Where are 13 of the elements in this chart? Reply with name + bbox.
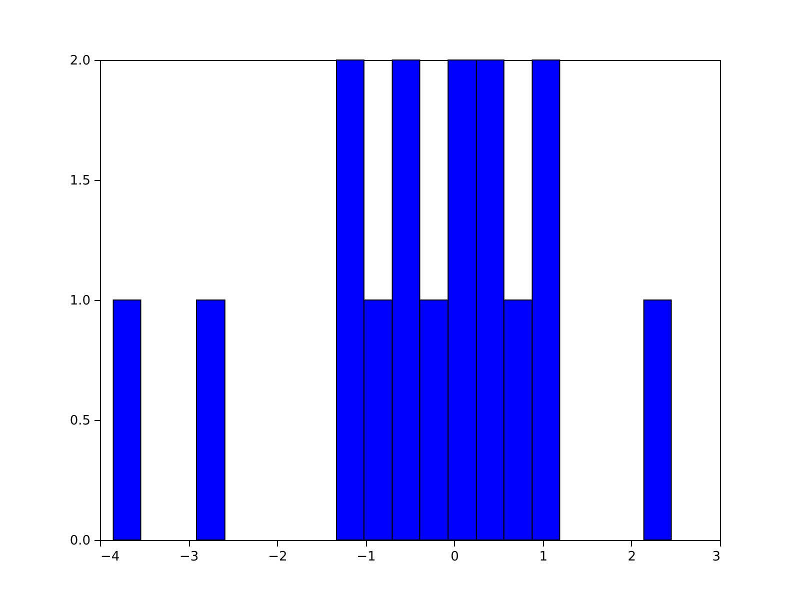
x-tick-label: −2: [268, 550, 288, 564]
y-tick-label: 2.0: [70, 54, 90, 68]
x-tick-label: −1: [356, 550, 376, 564]
x-tick-label: −3: [179, 550, 199, 564]
y-tick-label: 0.5: [70, 414, 90, 428]
y-tick-label: 1.5: [70, 174, 90, 188]
x-tick-label: 2: [628, 550, 636, 564]
x-tick-label: 1: [539, 550, 548, 564]
x-tick-label: 3: [712, 550, 720, 564]
y-tick-label: 1.0: [70, 294, 90, 308]
x-tick-label: −4: [100, 550, 120, 564]
y-tick-label: 0.0: [70, 534, 90, 548]
x-tick-label: 0: [450, 550, 459, 564]
